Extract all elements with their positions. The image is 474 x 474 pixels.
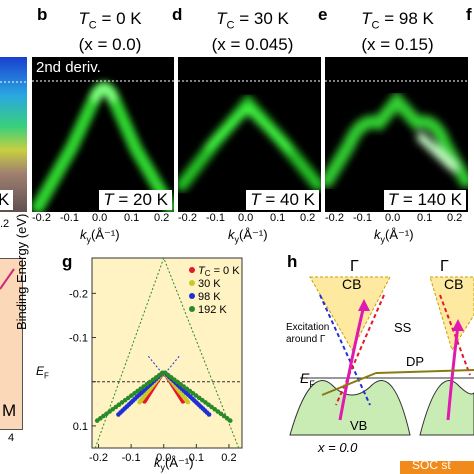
band-schematic (289, 276, 474, 474)
legend-label: 98 K (198, 291, 221, 303)
vb-right (419, 380, 474, 436)
x-tick-label: 0.1 (189, 452, 204, 464)
arpes-panel-e: T = 140 K (325, 57, 468, 212)
binding-energy-chart: -0.2 -0.1 0.1 -0.2 -0.1 0.0 0.1 0.2 TC = 0 K30 … (69, 257, 243, 464)
legend-label: 30 K (198, 278, 221, 290)
vb-left (289, 380, 411, 436)
guide-line (94, 257, 165, 449)
cb-label-left: CB (342, 276, 362, 292)
x-tick-label: 0.0 (156, 452, 171, 464)
legend-marker (189, 267, 195, 273)
panel-b-temp-label: T = 20 K (99, 190, 172, 210)
panel-a-tick: .2 (0, 218, 10, 230)
x-value-label: x = 0.0 (318, 440, 358, 455)
data-point (206, 412, 212, 417)
chart-g-xlabel: ky(Å⁻¹) (154, 455, 194, 473)
y-tick-label: 0.1 (73, 421, 88, 433)
data-point (185, 399, 191, 405)
gamma-label-right: Γ (440, 258, 449, 275)
panel-a-lower: M (0, 258, 23, 430)
legend-label: TC = 0 K (198, 265, 240, 278)
panel-b-title: TC = 0 K (x = 0.0) (78, 9, 142, 55)
panel-e-xticks: -0.2 -0.1 0.0 0.1 0.2 (325, 212, 463, 224)
deriv-label: 2nd deriv. (36, 59, 101, 76)
excitation-arrow-right (446, 324, 460, 421)
panel-d-title: TC = 30 K (x = 0.045) (211, 9, 294, 55)
cb-cone-left (309, 276, 391, 352)
dp-label: DP (406, 354, 425, 369)
panel-e-xlabel: ky(Å⁻¹) (374, 227, 414, 245)
panel-e-title: TC = 98 K (x = 0.15) (361, 9, 434, 55)
panel-d-xlabel: ky(Å⁻¹) (228, 227, 268, 245)
panel-a-tick-bottom: 4 (8, 432, 15, 444)
cb-label-right: CB (444, 276, 464, 292)
vb-label: VB (350, 418, 368, 433)
legend-label: 192 K (198, 304, 227, 316)
legend-marker (189, 280, 195, 286)
panel-b-letter: b (37, 5, 48, 24)
chart-plot-area (91, 257, 243, 449)
chart-g-ylabel: Binding Energy (eV) (14, 213, 29, 330)
y-tick-label: -0.2 (69, 288, 88, 300)
excitation-arrow-left (338, 304, 366, 421)
chart-ef-label: EF (36, 364, 49, 381)
data-point (227, 418, 233, 423)
panel-h-letter: h (287, 252, 298, 271)
panel-b-xticks: -0.2 -0.1 0.0 0.1 0.2 (32, 212, 170, 224)
arpes-map-e (325, 80, 468, 188)
x-tick-label: -0.1 (122, 452, 141, 464)
panel-g-letter: g (62, 252, 73, 271)
panel-d-letter: d (172, 5, 183, 24)
arpes-panel-b: 2nd deriv. T = 20 K (32, 57, 174, 212)
arpes-map-d (178, 80, 321, 191)
chart-ticks: -0.2 -0.1 0.1 -0.2 -0.1 0.0 0.1 0.2 (69, 288, 237, 464)
x-tick-label: 0.2 (221, 452, 236, 464)
soc-label: SOC st (412, 458, 451, 472)
ef-label-h: EF (300, 370, 315, 389)
panel-a-m-label: M (2, 401, 17, 420)
chart-points (94, 370, 233, 423)
legend-marker (189, 293, 195, 299)
panel-d-xticks: -0.2 -0.1 0.0 0.1 0.2 (178, 212, 316, 224)
panel-f-letter: f (466, 5, 472, 24)
panel-a-partial: K (0, 57, 27, 212)
x-tick-label: -0.2 (89, 452, 108, 464)
panel-a-map (0, 57, 27, 212)
excitation-label: Excitation around Γ (286, 322, 330, 345)
y-tick-label: -0.1 (69, 333, 88, 345)
arpes-panel-d: T = 40 K (178, 57, 321, 212)
gamma-label-left: Γ (350, 258, 359, 275)
panel-e-temp-label: T = 140 K (383, 190, 466, 210)
ss-label: SS (394, 320, 412, 335)
panel-d-temp-label: T = 40 K (246, 190, 319, 210)
data-point (116, 412, 121, 417)
soc-bar (400, 461, 474, 474)
arpes-map-b (32, 80, 174, 212)
panel-e-letter: e (318, 5, 328, 24)
panel-a-temp-label: K (0, 190, 14, 210)
panel-b-xlabel: ky(Å⁻¹) (80, 227, 120, 245)
data-point (137, 399, 142, 405)
data-point (94, 418, 100, 423)
legend-marker (189, 306, 195, 312)
